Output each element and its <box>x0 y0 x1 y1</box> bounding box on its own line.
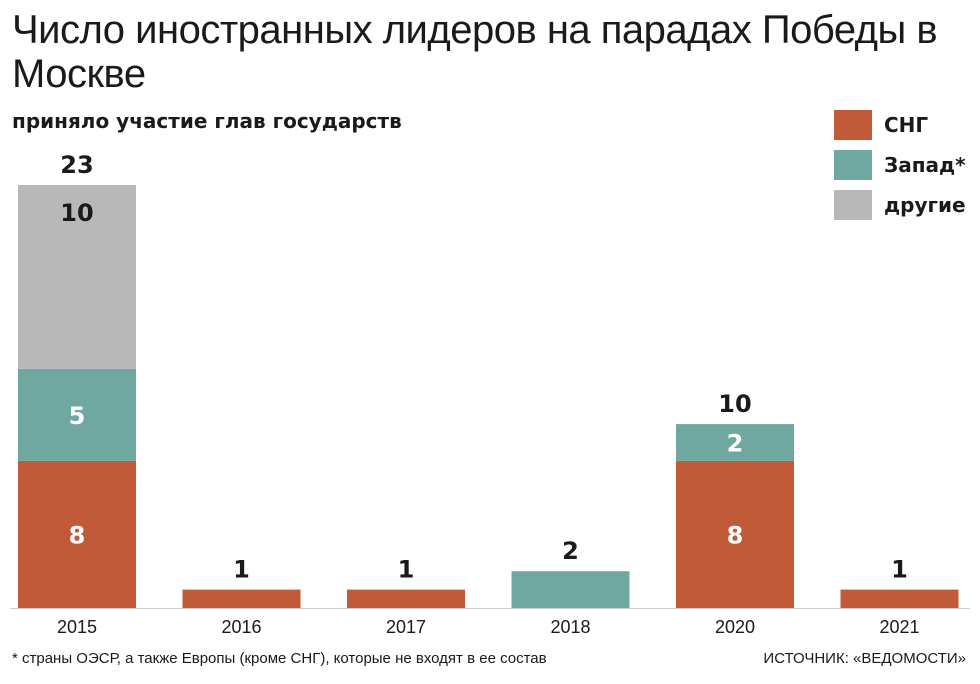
bar-2017-series-0 <box>347 589 465 608</box>
legend-swatch-other <box>834 190 872 220</box>
legend-label-other: другие <box>884 193 966 217</box>
chart-subtitle: приняло участие глав государств <box>12 109 402 133</box>
total-label-2017: 1 <box>398 556 415 584</box>
x-tick-label-2018: 2018 <box>550 617 590 637</box>
bar-2016-series-0 <box>182 589 301 608</box>
total-label-2021: 1 <box>891 556 908 584</box>
segment-label-2015-series-0: 8 <box>69 521 86 549</box>
bar-2015-series-0 <box>18 460 136 608</box>
bar-2020-series-1 <box>676 424 794 461</box>
x-tick-label-2017: 2017 <box>386 617 426 637</box>
legend-label-cis: СНГ <box>884 113 929 137</box>
legend-swatch-west <box>834 150 872 180</box>
x-tick-label-2021: 2021 <box>879 617 919 637</box>
total-label-2018: 2 <box>562 537 579 565</box>
bar-2015-series-2 <box>18 185 136 369</box>
total-label-2015: 23 <box>60 151 93 179</box>
legend-item-cis: СНГ <box>834 110 966 140</box>
bar-2020-series-0 <box>676 460 794 608</box>
bar-2018-series-1 <box>511 571 630 608</box>
chart-title: Число иностранных лидеров на парадах Поб… <box>12 8 938 96</box>
total-label-2016: 1 <box>233 556 250 584</box>
x-tick-label-2015: 2015 <box>57 617 97 637</box>
bar-2021-series-0 <box>840 589 959 608</box>
segment-label-2015-series-1: 5 <box>69 402 86 430</box>
legend-item-other: другие <box>834 190 966 220</box>
segment-label-2015-series-2: 10 <box>60 199 93 227</box>
segment-label-2020-series-0: 8 <box>727 521 744 549</box>
legend-swatch-cis <box>834 110 872 140</box>
legend-item-west: Запад* <box>834 150 966 180</box>
x-tick-label-2020: 2020 <box>715 617 755 637</box>
legend-label-west: Запад* <box>884 153 966 177</box>
legend: СНГ Запад* другие <box>834 110 966 230</box>
footnote: * страны ОЭСР, а также Европы (кроме СНГ… <box>12 650 547 667</box>
source-credit: ИСТОЧНИК: «ВЕДОМОСТИ» <box>763 650 966 667</box>
total-label-2020: 10 <box>718 390 751 418</box>
segment-label-2020-series-1: 2 <box>727 429 744 457</box>
x-tick-label-2016: 2016 <box>221 617 261 637</box>
bar-2015-series-1 <box>18 368 136 461</box>
